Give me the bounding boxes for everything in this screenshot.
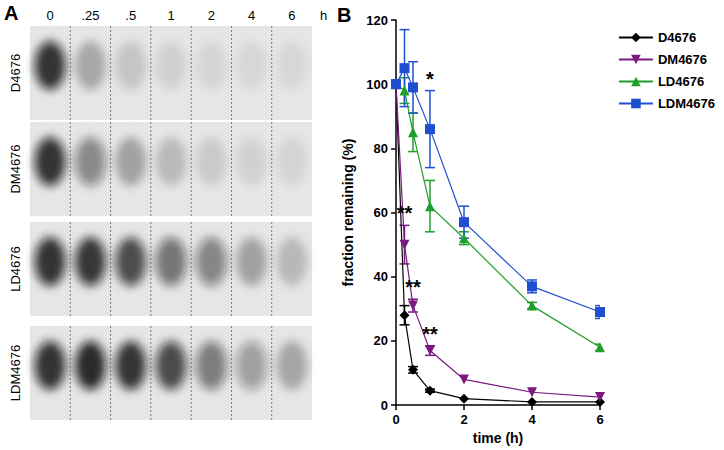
svg-text:*: * <box>426 68 434 90</box>
svg-text:2: 2 <box>460 412 467 427</box>
svg-text:.5: .5 <box>125 8 136 23</box>
svg-text:**: ** <box>422 323 438 345</box>
svg-text:2: 2 <box>208 8 215 23</box>
svg-text:**: ** <box>397 202 413 224</box>
svg-text:**: ** <box>405 276 421 298</box>
svg-text:0: 0 <box>392 412 399 427</box>
svg-text:20: 20 <box>374 333 388 348</box>
svg-text:0: 0 <box>47 8 54 23</box>
svg-text:80: 80 <box>374 141 388 156</box>
svg-text:.25: .25 <box>81 8 99 23</box>
svg-text:fraction remaining (%): fraction remaining (%) <box>340 139 356 287</box>
svg-text:B: B <box>337 4 351 26</box>
svg-text:A: A <box>4 2 18 24</box>
svg-text:LDM4676: LDM4676 <box>658 96 715 111</box>
svg-text:6: 6 <box>288 8 295 23</box>
svg-text:LD4676: LD4676 <box>658 74 704 89</box>
svg-text:4: 4 <box>248 8 255 23</box>
svg-text:0: 0 <box>381 398 388 413</box>
svg-text:6: 6 <box>596 412 603 427</box>
svg-text:4: 4 <box>528 412 536 427</box>
svg-text:100: 100 <box>366 77 388 92</box>
svg-text:60: 60 <box>374 205 388 220</box>
svg-text:LDM4676: LDM4676 <box>8 345 23 401</box>
svg-text:120: 120 <box>366 13 388 28</box>
svg-text:D4676: D4676 <box>658 30 696 45</box>
svg-text:1: 1 <box>167 8 174 23</box>
svg-text:time (h): time (h) <box>473 430 524 446</box>
svg-text:40: 40 <box>374 269 388 284</box>
svg-text:LD4676: LD4676 <box>8 246 23 292</box>
svg-text:DM4676: DM4676 <box>658 52 707 67</box>
svg-text:DM4676: DM4676 <box>8 144 23 193</box>
svg-text:D4676: D4676 <box>8 54 23 92</box>
svg-text:h: h <box>320 8 327 23</box>
